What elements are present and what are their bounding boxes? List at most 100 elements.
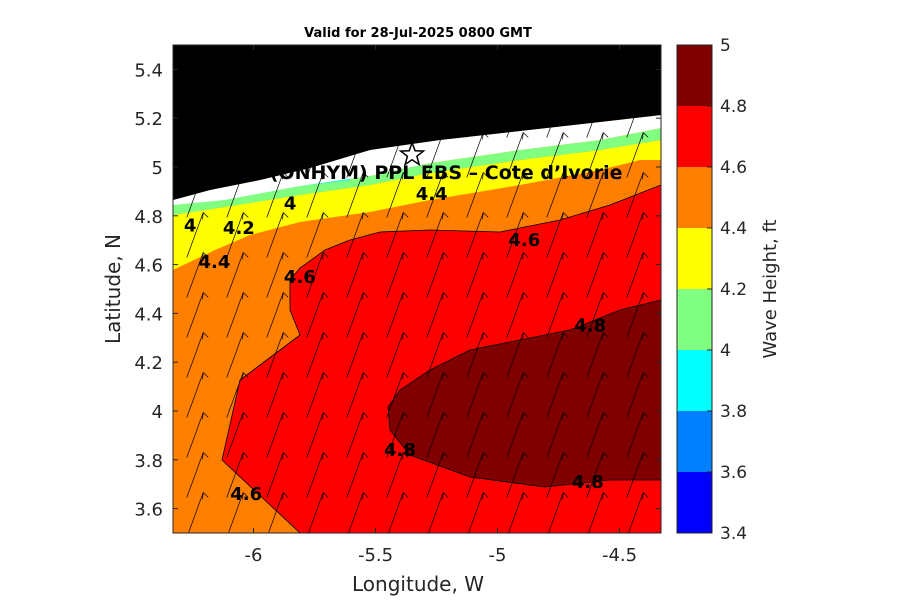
wave-arrow [466,332,489,378]
wave-arrow [226,252,249,298]
wave-arrow [266,412,289,458]
wave-arrow [426,292,449,338]
wave-arrow [186,212,209,258]
wave-arrow [626,452,649,498]
wave-arrow [386,132,409,178]
wave-arrow [386,172,409,218]
wave-arrow [586,332,609,378]
wave-arrow [346,332,369,378]
land-mass [173,45,661,200]
wave-arrow [386,452,409,498]
wave-arrow [306,212,329,258]
wave-arrow [306,332,329,378]
wave-arrow [586,172,609,218]
wave-arrow [426,212,449,258]
wave-arrow [226,412,249,458]
wave-arrow [586,452,609,498]
wave-arrow [466,212,489,258]
wave-arrow [466,92,489,138]
contour-label: 4.2 [223,218,255,239]
y-tick-label: 3.6 [134,500,163,521]
y-tick-label: 5.4 [134,60,163,81]
wave-arrow [226,292,249,338]
wave-arrow [626,92,649,138]
wave-arrow [226,212,249,258]
wave-arrow [586,92,609,138]
colorbar: 3.4 3.6 3.8 4 4.2 4.4 4.6 4.8 5 [676,36,747,544]
y-tick-label: 3.8 [134,451,163,472]
wave-arrow [626,332,649,378]
y-tick-label: 5 [152,158,163,179]
wave-arrow [546,212,569,258]
wave-arrow [186,452,209,498]
wave-arrow [186,252,209,298]
colorbar-swatch [677,106,712,167]
wave-arrow [186,92,209,138]
wave-arrow [346,212,369,258]
contour-label: 4 [184,216,197,237]
y-axis-title: Latitude, N [101,234,125,344]
wave-arrow [426,372,449,418]
chart-title: Valid for 28-Jul-2025 0800 GMT [304,26,532,41]
wave-arrow [266,332,289,378]
wave-arrow [386,252,409,298]
wave-arrow [506,332,529,378]
wave-arrow [226,172,249,218]
wave-arrow [626,212,649,258]
wave-arrow [466,292,489,338]
wave-arrow [186,332,209,378]
wave-arrow [546,252,569,298]
contour-label: 4.4 [199,252,231,273]
wave-arrow [546,132,569,178]
wave-arrow [266,452,289,498]
colorbar-swatch [677,167,712,228]
colorbar-tick-label: 4.8 [720,97,747,117]
wave-arrow [266,252,289,298]
contour-label: 4.8 [384,440,416,461]
wave-arrow [466,132,489,178]
wave-arrow [306,92,329,138]
contour-label: 4.8 [572,472,604,493]
wave-arrow [546,92,569,138]
wave-arrow [346,292,369,338]
wave-arrow [226,452,249,498]
wave-arrow [306,452,329,498]
wave-arrow [588,492,609,533]
wave-arrow [266,292,289,338]
wave-arrow [346,172,369,218]
colorbar-tick-label: 3.8 [720,402,747,422]
wave-arrow [586,252,609,298]
wave-arrow [466,412,489,458]
wave-arrow [546,412,569,458]
site-star-icon [398,140,426,167]
colorbar-tick-label: 4.6 [720,158,747,178]
wave-arrow [546,452,569,498]
wave-arrow [586,412,609,458]
colorbar-tick-label: 3.6 [720,463,747,483]
wave-arrow [628,492,649,533]
wave-arrow [626,132,649,178]
wave-arrow [346,132,369,178]
wave-arrow [266,132,289,178]
contour-label: 4.8 [574,316,606,337]
contour-label: 4.6 [230,484,262,505]
wave-arrow [306,172,329,218]
colorbar-tick-label: 3.4 [720,524,747,544]
colorbar-swatch [677,472,712,533]
wave-arrow [506,372,529,418]
wave-arrow [348,492,369,533]
wave-arrow [548,492,569,533]
wave-arrow [346,252,369,298]
wave-arrow [426,332,449,378]
wave-arrow [506,412,529,458]
wave-arrow [266,212,289,258]
wave-arrow [466,372,489,418]
wave-arrow [266,172,289,218]
y-axis: 3.6 3.8 4 4.2 4.4 4.6 4.8 5 5.2 5.4 [134,60,661,521]
x-axis: -6 -5.5 -5 -4.5 [245,45,637,566]
colorbar-title: Wave Height, ft [760,219,781,358]
y-tick-label: 4.6 [134,256,163,277]
wave-arrow [506,292,529,338]
colorbar-swatch [677,411,712,472]
